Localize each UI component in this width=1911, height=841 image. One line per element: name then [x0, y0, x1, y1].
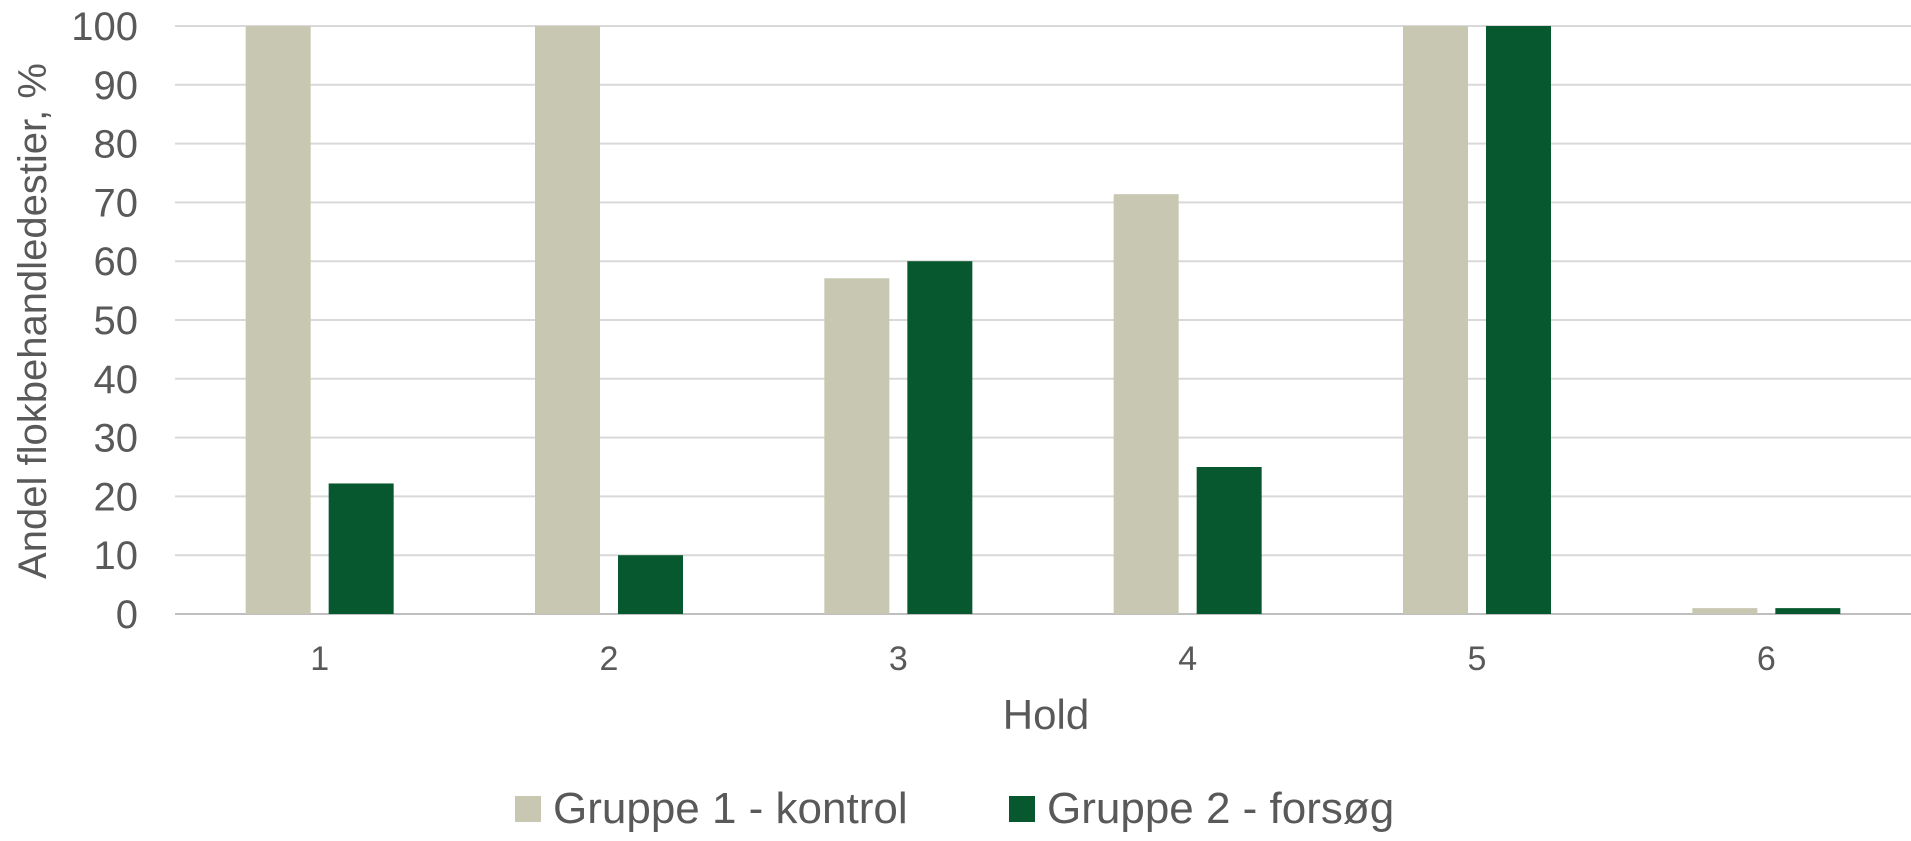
legend-label: Gruppe 1 - kontrol	[553, 784, 908, 833]
legend-swatch	[1009, 796, 1035, 822]
bar-2-hold-4	[1196, 467, 1262, 614]
y-tick-label: 0	[116, 593, 138, 637]
y-tick-label: 80	[94, 123, 139, 167]
y-tick-label: 20	[94, 475, 139, 519]
bars	[245, 26, 1841, 614]
x-tick-label: 2	[600, 640, 619, 678]
y-tick-label: 10	[94, 534, 139, 578]
y-axis-title: Andel flokbehandledestier, %	[11, 63, 55, 579]
bar-1-hold-1	[245, 26, 311, 614]
y-tick-label: 50	[94, 299, 139, 343]
bar-1-hold-5	[1403, 26, 1468, 614]
legend-label: Gruppe 2 - forsøg	[1047, 784, 1394, 833]
gridlines	[175, 25, 1911, 615]
x-tick-label: 6	[1757, 640, 1776, 678]
y-tick-label: 30	[94, 417, 139, 461]
x-tick-label: 5	[1468, 640, 1487, 678]
x-tick-label: 4	[1178, 640, 1197, 678]
x-tick-label: 3	[889, 640, 908, 678]
y-tick-label: 60	[94, 240, 139, 284]
bar-2-hold-5	[1486, 26, 1551, 614]
bar-2-hold-6	[1775, 608, 1841, 614]
bar-2-hold-2	[618, 555, 683, 614]
y-tick-label: 70	[94, 181, 139, 225]
bar-2-hold-1	[328, 483, 394, 614]
legend: Gruppe 1 - kontrol Gruppe 2 - forsøg	[515, 784, 1394, 833]
y-axis-ticks: 0 10 20 30 40 50 60 70 80 90 100	[71, 5, 138, 637]
y-tick-label: 100	[71, 5, 138, 49]
bar-1-hold-6	[1692, 608, 1758, 614]
bar-1-hold-2	[535, 26, 600, 614]
y-tick-label: 40	[94, 358, 139, 402]
x-tick-label: 1	[310, 640, 329, 678]
bar-2-hold-3	[907, 261, 973, 614]
bar-1-hold-3	[824, 278, 890, 614]
bar-1-hold-4	[1113, 194, 1179, 614]
y-tick-label: 90	[94, 64, 139, 108]
legend-swatch	[515, 796, 541, 822]
x-axis-ticks: 1 2 3 4 5 6	[310, 640, 1776, 678]
x-axis-title: Hold	[1003, 691, 1089, 738]
